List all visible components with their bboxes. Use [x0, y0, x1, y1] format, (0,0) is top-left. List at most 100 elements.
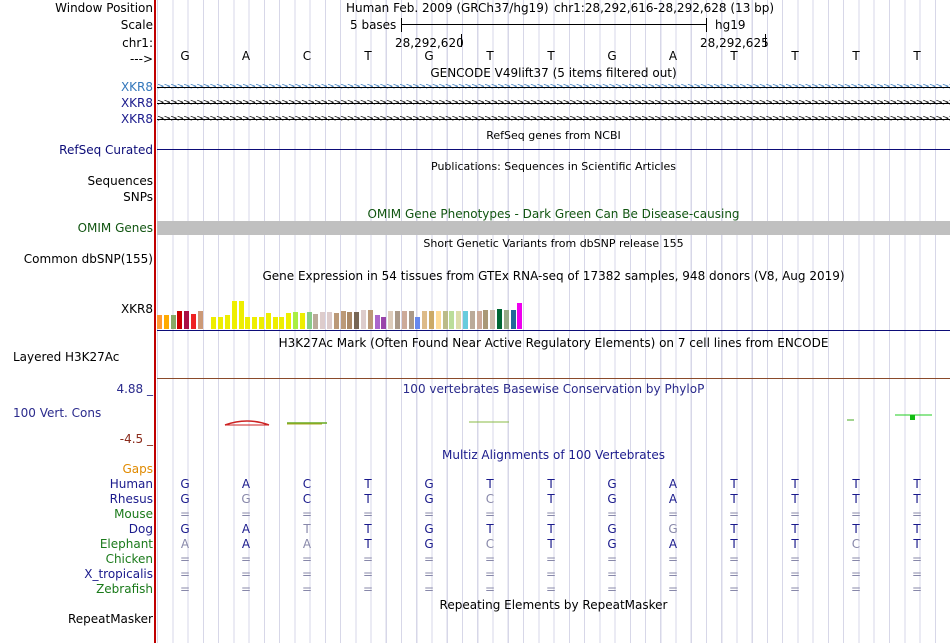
publications-snps-label[interactable]: SNPs [123, 190, 153, 204]
gtex-gene-label[interactable]: XKR8 [120, 302, 153, 316]
h3k27ac-track-title[interactable]: H3K27Ac Mark (Often Found Near Active Re… [278, 336, 829, 350]
ruler-tick-right [765, 34, 766, 47]
phylop-track-label[interactable]: 100 Vert. Cons [13, 406, 102, 420]
gtex-tissue-bar[interactable] [327, 312, 332, 329]
gtex-tissue-bar[interactable] [252, 317, 258, 329]
gtex-tissue-bar[interactable] [286, 313, 292, 329]
gencode-gene-label[interactable]: XKR8 [120, 96, 153, 110]
gtex-tissue-bar[interactable] [483, 310, 489, 329]
gtex-tissue-bar[interactable] [347, 312, 353, 329]
gtex-tissue-bar[interactable] [197, 311, 203, 329]
multiz-species-label[interactable]: Chicken [105, 552, 153, 566]
gtex-tissue-bar[interactable] [429, 311, 434, 329]
gtex-tissue-bar[interactable] [313, 314, 319, 329]
gtex-tissue-bar[interactable] [490, 310, 496, 329]
gtex-tissue-bar[interactable] [299, 313, 305, 329]
phylop-track-title[interactable]: 100 vertebrates Basewise Conservation by… [402, 382, 705, 396]
gtex-tissue-bar[interactable] [225, 315, 230, 329]
multiz-base: = [911, 567, 923, 581]
dbsnp-track-title[interactable]: Short Genetic Variants from dbSNP releas… [423, 237, 684, 250]
gtex-tissue-bar[interactable] [218, 317, 224, 329]
gtex-tissue-bar[interactable] [408, 311, 414, 329]
multiz-species-label[interactable]: X_tropicalis [84, 567, 153, 581]
publications-track-title[interactable]: Publications: Sequences in Scientific Ar… [431, 160, 676, 173]
gtex-tissue-bar[interactable] [395, 311, 400, 329]
multiz-track-title[interactable]: Multiz Alignments of 100 Vertebrates [441, 448, 666, 462]
gtex-tissue-bar[interactable] [265, 313, 271, 329]
gtex-tissue-bar[interactable] [170, 315, 176, 329]
refseq-track-title[interactable]: RefSeq genes from NCBI [486, 129, 621, 142]
publications-sequences-label[interactable]: Sequences [87, 174, 153, 188]
gencode-transcript[interactable]: >>>>>>>>>>>>>>>>>>>>>>>>>>>>>>>>>>>>>>>>… [157, 83, 950, 92]
gtex-tissue-bar[interactable] [374, 315, 380, 329]
gtex-tissue-bar[interactable] [401, 311, 407, 329]
gtex-tissue-bar[interactable] [463, 311, 468, 329]
gtex-tissue-bar[interactable] [245, 317, 251, 329]
multiz-species-label[interactable]: Mouse [114, 507, 153, 521]
refseq-gene-line[interactable] [157, 149, 950, 150]
gtex-tissue-bar[interactable] [388, 311, 394, 329]
gtex-tissue-bar[interactable] [361, 310, 366, 329]
gtex-tissue-bar[interactable] [476, 311, 482, 329]
omim-phenotype-bar[interactable] [157, 221, 950, 235]
gtex-tissue-bar[interactable] [442, 311, 448, 329]
gtex-tissue-bar[interactable] [354, 312, 360, 329]
gtex-tissue-bar[interactable] [497, 309, 502, 329]
dbsnp-track-label[interactable]: Common dbSNP(155) [23, 252, 153, 266]
gtex-tissue-bar[interactable] [510, 310, 516, 329]
gtex-tissue-bar[interactable] [211, 317, 217, 329]
window-position-label[interactable]: Window Position [55, 1, 153, 15]
gtex-tissue-bar[interactable] [367, 310, 373, 329]
gtex-tissue-bar[interactable] [435, 311, 441, 329]
label-column-separator[interactable] [154, 0, 156, 643]
multiz-species-label[interactable]: Rhesus [109, 492, 153, 506]
gtex-tissue-bar[interactable] [184, 311, 190, 329]
gencode-gene-label[interactable]: XKR8 [120, 80, 153, 94]
gtex-tissue-bar[interactable] [415, 317, 421, 329]
omim-track-label[interactable]: OMIM Genes [77, 221, 153, 235]
multiz-base: G [424, 522, 434, 536]
phylop-wiggle[interactable] [157, 410, 950, 430]
gencode-track-title[interactable]: GENCODE V49lift37 (5 items filtered out) [430, 66, 677, 80]
gtex-tissue-bar[interactable] [306, 312, 312, 329]
gtex-tissue-bar[interactable] [163, 315, 169, 329]
gtex-tissue-bar[interactable] [422, 311, 428, 329]
gtex-tissue-bar[interactable] [503, 310, 509, 329]
gencode-gene-label[interactable]: XKR8 [120, 112, 153, 126]
gtex-tissue-bar[interactable] [456, 311, 462, 329]
gtex-tissue-bar[interactable] [204, 328, 210, 329]
gtex-tissue-bar[interactable] [259, 317, 264, 329]
gtex-tissue-bar[interactable] [157, 315, 162, 329]
h3k27ac-track-label[interactable]: Layered H3K27Ac [13, 350, 120, 364]
refseq-track-label[interactable]: RefSeq Curated [59, 143, 153, 157]
chrom-label[interactable]: chr1: [122, 36, 153, 50]
gtex-tissue-bar[interactable] [320, 312, 326, 329]
multiz-species-label[interactable]: Zebrafish [96, 582, 153, 596]
repeatmasker-track-title[interactable]: Repeating Elements by RepeatMasker [439, 598, 668, 612]
gtex-track-title[interactable]: Gene Expression in 54 tissues from GTEx … [262, 269, 845, 283]
gtex-tissue-bar[interactable] [333, 313, 339, 329]
gtex-tissue-bar[interactable] [191, 314, 196, 329]
multiz-species-label[interactable]: Elephant [99, 537, 153, 551]
omim-track-title[interactable]: OMIM Gene Phenotypes - Dark Green Can Be… [367, 207, 740, 221]
gtex-tissue-bar[interactable] [449, 311, 455, 329]
gencode-transcript[interactable]: >>>>>>>>>>>>>>>>>>>>>>>>>>>>>>>>>>>>>>>>… [157, 99, 950, 108]
multiz-base: = [850, 507, 862, 521]
gtex-tissue-bar[interactable] [517, 303, 523, 329]
gtex-tissue-bar[interactable] [231, 301, 237, 329]
gtex-tissue-bar[interactable] [381, 317, 387, 329]
scale-label[interactable]: Scale [120, 18, 153, 32]
gtex-tissue-bar[interactable] [279, 317, 285, 329]
multiz-species-label[interactable]: Human [109, 477, 153, 491]
window-position-value[interactable]: chr1:28,292,616-28,292,628 (13 bp) [554, 1, 775, 15]
multiz-species-label[interactable]: Dog [128, 522, 153, 536]
gtex-tissue-bar[interactable] [238, 301, 244, 329]
gtex-tissue-bar[interactable] [340, 311, 346, 329]
repeatmasker-track-label[interactable]: RepeatMasker [67, 612, 153, 626]
gtex-tissue-bar[interactable] [177, 311, 183, 329]
gtex-tissue-bar[interactable] [272, 317, 278, 329]
gtex-tissue-bar[interactable] [293, 312, 298, 329]
multiz-gaps-label[interactable]: Gaps [122, 462, 153, 476]
gencode-transcript[interactable]: >>>>>>>>>>>>>>>>>>>>>>>>>>>>>>>>>>>>>>>>… [157, 115, 950, 124]
gtex-tissue-bar[interactable] [469, 311, 475, 329]
